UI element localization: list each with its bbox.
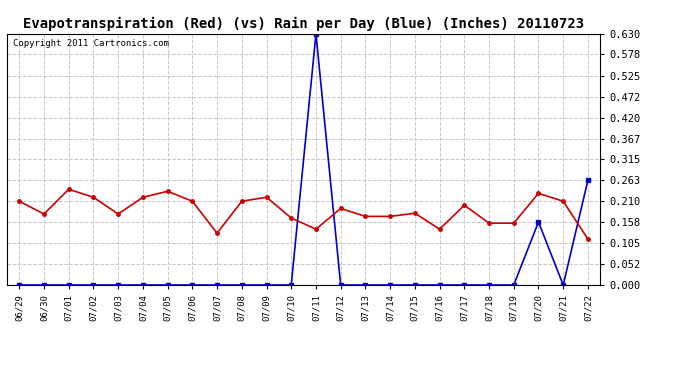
Text: Copyright 2011 Cartronics.com: Copyright 2011 Cartronics.com: [13, 39, 169, 48]
Title: Evapotranspiration (Red) (vs) Rain per Day (Blue) (Inches) 20110723: Evapotranspiration (Red) (vs) Rain per D…: [23, 17, 584, 31]
